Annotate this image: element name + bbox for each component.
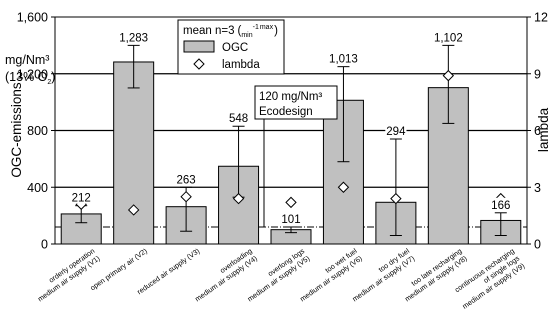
y-axis-title: OGC-emissions xyxy=(9,82,24,178)
ecodesign-box xyxy=(254,85,338,120)
left-tick-label: 400 xyxy=(27,181,48,195)
value-label-bg xyxy=(280,211,302,225)
value-label-bg xyxy=(116,30,151,44)
ecodesign-callout: 120 mg/Nm³ Ecodesign xyxy=(254,85,338,227)
value-label: 1,283 xyxy=(119,32,148,44)
value-label: 294 xyxy=(386,126,406,138)
value-label: 263 xyxy=(177,174,196,186)
value-labels: 212 1,283 263 548 101 1,013 294 1,102 166 xyxy=(70,30,512,226)
lambda-point xyxy=(390,192,402,205)
value-label: 1,013 xyxy=(329,54,358,66)
lambda-point xyxy=(180,191,192,203)
value-label: 212 xyxy=(72,193,91,205)
lambda-point xyxy=(232,192,245,205)
legend-lambda-label: lambda xyxy=(222,59,260,71)
legend-title: mean n=3 (min-1max) xyxy=(183,24,278,39)
value-label-bg xyxy=(175,172,197,186)
ogc-bar xyxy=(113,61,155,245)
legend: mean n=3 (min-1max) OGC lambda xyxy=(177,19,285,75)
ecodesign-label-line2: Ecodesign xyxy=(259,106,313,118)
left-axis-ticks: 0 400 800 1,200 1,600 xyxy=(17,11,55,252)
value-label: 1,102 xyxy=(434,32,463,44)
right-axis-ticks: 0 3 6 9 12 xyxy=(527,11,548,252)
unit-label-line1: mg/Nm³ xyxy=(5,53,49,67)
lambda-markers xyxy=(75,69,507,216)
left-tick-label: 1,600 xyxy=(17,11,48,25)
ecodesign-label-line1: 120 mg/Nm³ xyxy=(259,91,322,103)
lambda-point xyxy=(127,204,140,216)
value-label-bg xyxy=(431,30,466,44)
lambda-point xyxy=(285,196,297,209)
unit-label-line2: (13% O2) xyxy=(5,70,55,86)
value-label-bg xyxy=(227,111,250,125)
right-tick-label: 6 xyxy=(534,124,541,138)
legend-ogc-swatch xyxy=(183,40,215,53)
right-tick-label: 0 xyxy=(534,238,541,252)
right-tick-label: 12 xyxy=(534,11,548,25)
value-label: 548 xyxy=(229,113,248,125)
value-label: 101 xyxy=(281,214,300,226)
value-label-bg xyxy=(326,51,361,65)
legend-ogc-label: OGC xyxy=(222,42,248,54)
left-tick-label: 1,200 xyxy=(17,67,48,81)
value-label-bg xyxy=(490,197,512,211)
value-label: 166 xyxy=(491,200,510,212)
lambda-point xyxy=(442,69,455,82)
value-label-bg xyxy=(70,190,92,204)
legend-lambda-diamond xyxy=(193,58,205,70)
value-label-bg xyxy=(385,124,407,138)
y2-axis-title: lambda xyxy=(536,107,551,152)
right-tick-label: 3 xyxy=(534,181,541,195)
left-tick-label: 800 xyxy=(27,124,48,138)
lambda-point xyxy=(337,181,350,193)
left-tick-label: 0 xyxy=(41,238,48,252)
right-tick-label: 9 xyxy=(534,67,541,81)
